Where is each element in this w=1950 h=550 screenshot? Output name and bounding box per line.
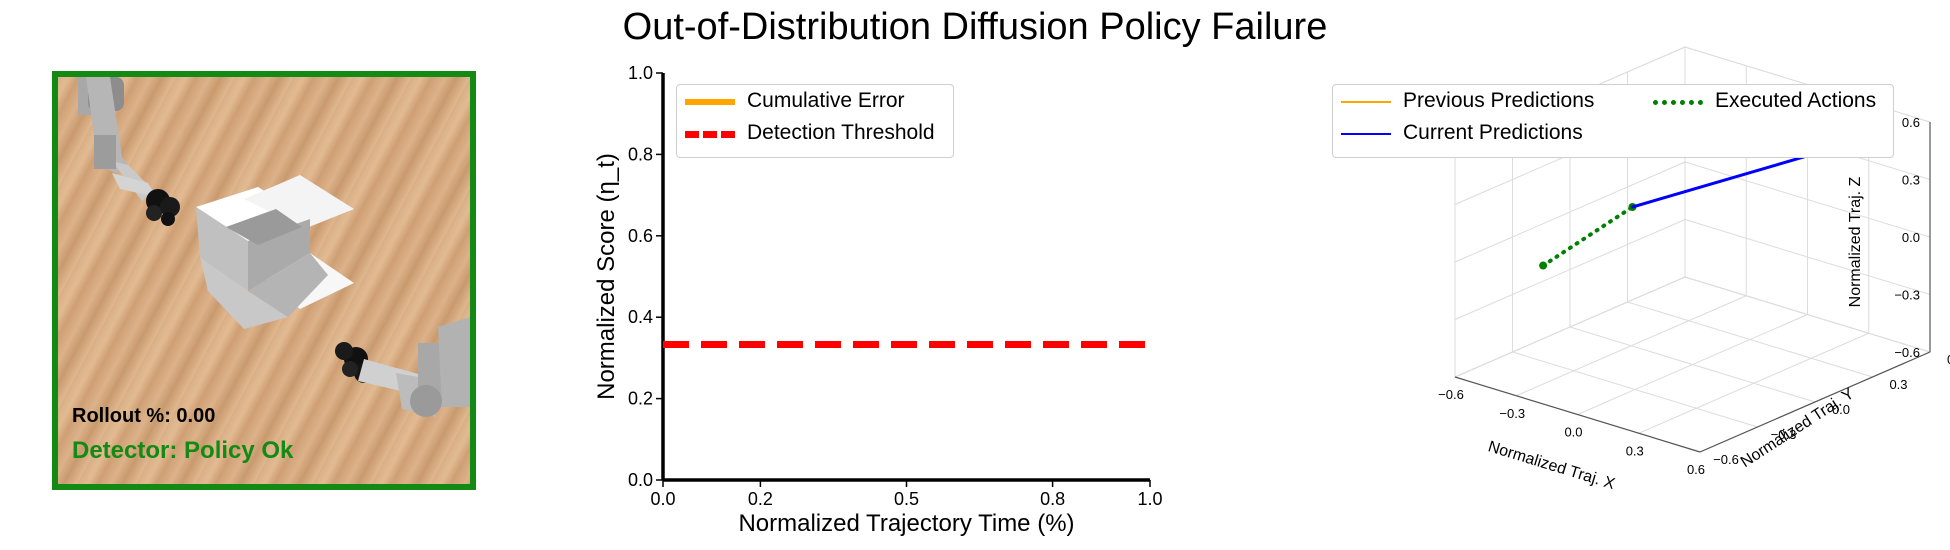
x-axis-label-3d: Normalized Traj. X: [1486, 438, 1617, 493]
y-tick-label: 0.2: [628, 389, 653, 409]
z-tick-label-3d: 0.0: [1902, 230, 1920, 245]
grid-line: [1684, 219, 1931, 295]
y-tick-label-3d: 0.3: [1889, 377, 1907, 392]
grid-line: [1454, 276, 1686, 378]
legend-label-cumulative-error: Cumulative Error: [747, 89, 905, 112]
y-tick-label-3d: −0.6: [1713, 452, 1739, 467]
z-tick-label-3d: 0.3: [1902, 173, 1920, 188]
legend-label-detection-threshold: Detection Threshold: [747, 121, 935, 144]
grid-line: [1454, 161, 1686, 263]
grid-line: [1638, 332, 1869, 434]
legend-swatch-executed-actions: [1653, 100, 1703, 105]
x-tick-label-3d: −0.6: [1438, 387, 1464, 402]
grid-line: [1512, 351, 1758, 428]
y-axis-line-3d: [1699, 351, 1931, 453]
grid-line: [1627, 301, 1873, 378]
trajectory-legend: Previous Predictions Current Predictions…: [1332, 84, 1894, 158]
x-tick-label: 0.0: [650, 489, 675, 509]
x-tick-label-3d: 0.3: [1626, 443, 1644, 458]
legend-swatch-previous-predictions: [1341, 101, 1391, 103]
x-tick-label: 1.0: [1137, 489, 1162, 509]
y-tick-label-3d: −0.3: [1771, 427, 1797, 442]
simulation-view: Rollout %: 0.00 Detector: Policy Ok: [52, 71, 476, 490]
x-tick-label-3d: 0.6: [1687, 462, 1705, 477]
grid-line: [1684, 161, 1931, 238]
grid-line: [1684, 276, 1931, 353]
x-tick-label: 0.5: [894, 489, 919, 509]
rollout-label: Rollout %: 0.00: [72, 405, 216, 427]
y-tick-label: 0.4: [628, 307, 653, 327]
grid-line: [1454, 376, 1701, 453]
x-axis-label: Normalized Trajectory Time (%): [738, 510, 1074, 537]
trajectory-current-marker: [1628, 203, 1637, 211]
y-tick-label: 0.8: [628, 144, 653, 164]
legend-label-previous-predictions: Previous Predictions: [1403, 89, 1595, 112]
figure-title: Out-of-Distribution Diffusion Policy Fai…: [622, 6, 1328, 48]
x-tick-label-3d: 0.0: [1564, 425, 1582, 440]
trajectory-executed-actions: [1541, 205, 1635, 268]
grid-line: [1699, 351, 1931, 453]
z-tick-label-3d: 0.6: [1902, 115, 1920, 130]
y-tick-label: 0.6: [628, 226, 653, 246]
legend-swatch-current-predictions: [1341, 133, 1391, 135]
z-tick-label-3d: −0.6: [1894, 345, 1920, 360]
legend-label-executed-actions: Executed Actions: [1715, 89, 1877, 112]
grid-line: [1454, 219, 1686, 320]
y-tick-label: 1.0: [628, 63, 653, 83]
grid-line: [1569, 326, 1816, 403]
grid-line: [1577, 314, 1808, 415]
z-axis-label-3d: Normalized Traj. Z: [1847, 176, 1864, 307]
grid-line: [1454, 276, 1686, 378]
robot-scene-image: [78, 77, 470, 417]
grid-line: [1516, 295, 1747, 397]
floor-pane: [1453, 276, 1932, 453]
legend-swatch-detection-threshold: [685, 131, 735, 138]
grid-line: [1684, 276, 1931, 353]
y-axis-label-3d: Normalized Traj. Y: [1738, 385, 1858, 471]
x-tick-label: 0.8: [1040, 489, 1065, 509]
x-tick-label-3d: −0.3: [1499, 406, 1525, 421]
y-tick-label-3d: 0.0: [1832, 402, 1850, 417]
trajectory-start-marker: [1539, 261, 1548, 270]
y-tick-label: 0.0: [628, 470, 653, 490]
detector-status: Detector: Policy Ok: [72, 437, 294, 464]
legend-label-current-predictions: Current Predictions: [1403, 121, 1583, 144]
x-axis-line-3d: [1454, 376, 1701, 453]
y-axis-label: Normalized Score (η_t): [593, 153, 620, 400]
score-legend: Cumulative Error Detection Threshold: [676, 84, 954, 158]
legend-swatch-cumulative-error: [685, 99, 735, 105]
z-tick-label-3d: −0.3: [1894, 288, 1920, 303]
x-tick-label: 0.2: [748, 489, 773, 509]
